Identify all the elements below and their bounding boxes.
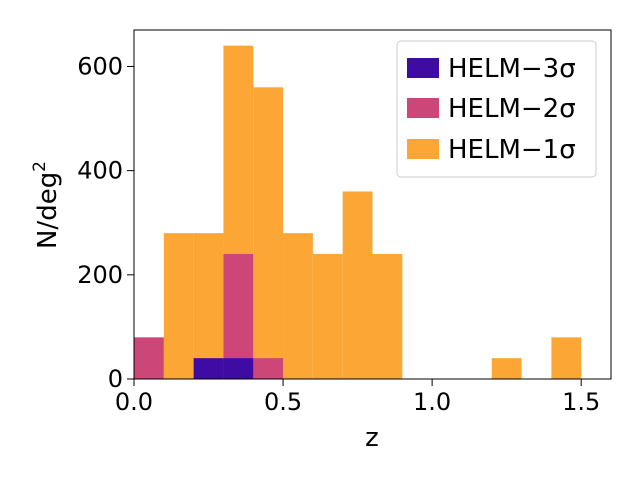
y-axis-ticks: 0 200 400 600 (77, 52, 134, 393)
bars-layer (134, 45, 582, 380)
legend-label-helm-2sigma: HELM−2σ (448, 94, 576, 124)
bar-helm-2sigma-bin-0 (134, 337, 164, 379)
bar-helm-1sigma-bin-2 (193, 233, 224, 379)
x-tick-label: 0.0 (115, 388, 153, 416)
x-tick-label: 0.5 (264, 388, 302, 416)
legend-swatch-helm-3sigma (407, 58, 439, 78)
bar-helm-1sigma-bin-7 (342, 191, 373, 379)
bar-helm-1sigma-bin-14 (551, 337, 582, 379)
y-axis-label-group: N/deg2 (30, 161, 63, 249)
legend: HELM−3σ HELM−2σ HELM−1σ (396, 40, 597, 178)
y-tick-label: 400 (77, 157, 123, 185)
y-tick-label: 200 (77, 261, 123, 289)
legend-swatch-helm-1sigma (407, 139, 439, 159)
x-axis-ticks: 0.0 0.5 1.0 1.5 (115, 379, 600, 416)
y-axis-label-base: N/deg (33, 172, 63, 249)
x-tick-label: 1.0 (413, 388, 451, 416)
x-axis-label: z (365, 423, 379, 453)
bar-helm-1sigma-bin-1 (163, 233, 194, 379)
legend-label-helm-1sigma: HELM−1σ (448, 135, 576, 165)
y-axis-label-superscript: 2 (30, 161, 50, 172)
bar-helm-1sigma-bin-4 (253, 87, 284, 379)
bar-helm-1sigma-bin-6 (312, 253, 343, 379)
y-tick-label: 0 (108, 365, 123, 393)
bar-helm-1sigma-bin-5 (283, 233, 313, 379)
x-tick-label: 1.5 (562, 388, 600, 416)
bar-helm-3sigma-bin-3 (223, 358, 254, 379)
y-tick-label: 600 (77, 52, 123, 80)
bar-helm-1sigma-bin-8 (372, 253, 403, 379)
bar-helm-3sigma-bin-2 (193, 358, 224, 379)
axes-frame (133, 29, 612, 380)
y-axis-label: N/deg2 (30, 161, 63, 249)
legend-box (396, 40, 597, 178)
bar-helm-2sigma-bin-4 (253, 358, 284, 379)
legend-swatch-helm-2sigma (407, 98, 439, 118)
legend-label-helm-3sigma: HELM−3σ (448, 54, 576, 84)
bar-helm-1sigma-bin-12 (491, 358, 522, 379)
